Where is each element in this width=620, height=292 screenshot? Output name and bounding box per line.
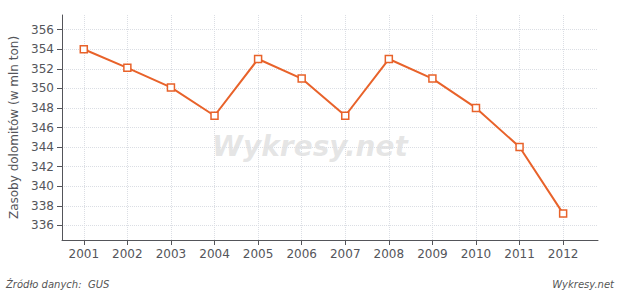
svg-text:2011: 2011 xyxy=(504,247,535,261)
svg-text:2012: 2012 xyxy=(548,247,579,261)
svg-text:2004: 2004 xyxy=(199,247,230,261)
svg-text:338: 338 xyxy=(31,199,54,213)
svg-text:2009: 2009 xyxy=(417,247,448,261)
svg-text:Wykresy.net: Wykresy.net xyxy=(212,130,409,163)
svg-text:348: 348 xyxy=(31,101,54,115)
svg-text:Zasoby dolomitów (w mln ton): Zasoby dolomitów (w mln ton) xyxy=(7,36,21,219)
svg-text:354: 354 xyxy=(31,42,54,56)
svg-text:336: 336 xyxy=(31,218,54,232)
svg-text:Wykresy.net: Wykresy.net xyxy=(552,279,615,290)
svg-text:356: 356 xyxy=(31,23,54,37)
svg-text:344: 344 xyxy=(31,140,54,154)
svg-text:2006: 2006 xyxy=(286,247,317,261)
svg-text:342: 342 xyxy=(31,160,54,174)
svg-text:2001: 2001 xyxy=(69,247,100,261)
svg-text:2002: 2002 xyxy=(112,247,143,261)
svg-text:340: 340 xyxy=(31,179,54,193)
svg-text:Źródło danych: GUS: Źródło danych: GUS xyxy=(5,278,110,290)
svg-text:352: 352 xyxy=(31,62,54,76)
svg-text:350: 350 xyxy=(31,81,54,95)
svg-text:2008: 2008 xyxy=(374,247,405,261)
svg-text:2005: 2005 xyxy=(243,247,274,261)
svg-text:2010: 2010 xyxy=(461,247,492,261)
svg-text:2003: 2003 xyxy=(156,247,187,261)
svg-text:346: 346 xyxy=(31,121,54,135)
svg-text:2007: 2007 xyxy=(330,247,361,261)
